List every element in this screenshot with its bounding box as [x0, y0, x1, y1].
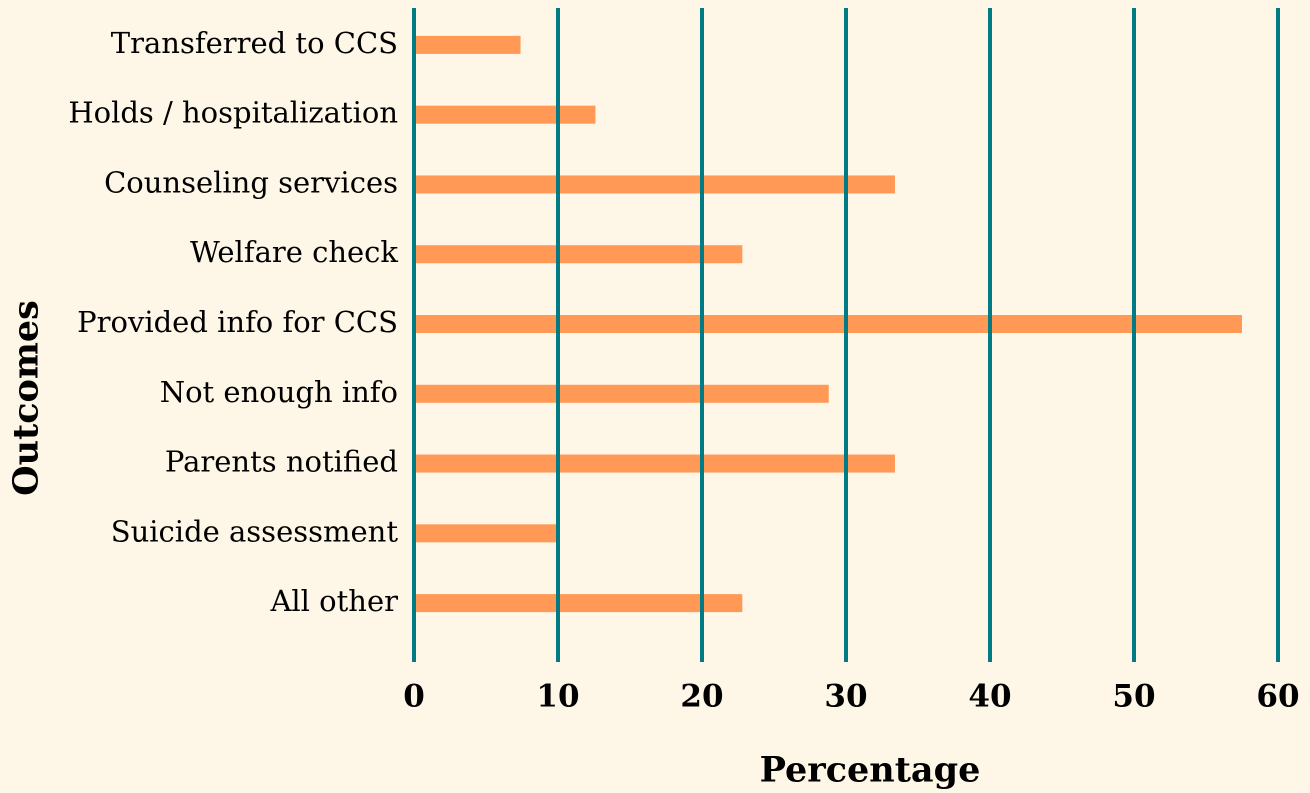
y-tick-label: Not enough info: [160, 375, 398, 409]
bar: [414, 594, 743, 613]
y-tick-label: Transferred to CCS: [111, 26, 398, 60]
y-tick-label: All other: [269, 584, 398, 618]
bar: [414, 454, 895, 473]
y-tick-label: Provided info for CCS: [77, 305, 398, 339]
x-axis-title: Percentage: [760, 750, 981, 791]
bar: [414, 524, 558, 543]
y-tick-label: Welfare check: [190, 235, 398, 269]
x-tick-label: 50: [1112, 679, 1155, 715]
x-tick-label: 20: [680, 679, 723, 715]
y-tick-label: Suicide assessment: [111, 514, 399, 548]
bar: [414, 35, 521, 54]
bar: [414, 245, 743, 264]
bar: [414, 384, 829, 403]
y-tick-label: Counseling services: [104, 165, 398, 199]
y-tick-label: Parents notified: [165, 445, 398, 479]
bar: [414, 175, 895, 194]
x-tick-label: 40: [968, 679, 1011, 715]
y-axis-title: Outcomes: [6, 300, 47, 496]
bar: [414, 105, 596, 124]
x-tick-label: 60: [1256, 679, 1299, 715]
bar: [414, 315, 1242, 333]
x-tick-label: 0: [403, 679, 425, 715]
y-tick-label: Holds / hospitalization: [68, 96, 398, 130]
x-tick-label: 30: [824, 679, 867, 715]
x-tick-label: 10: [536, 679, 579, 715]
